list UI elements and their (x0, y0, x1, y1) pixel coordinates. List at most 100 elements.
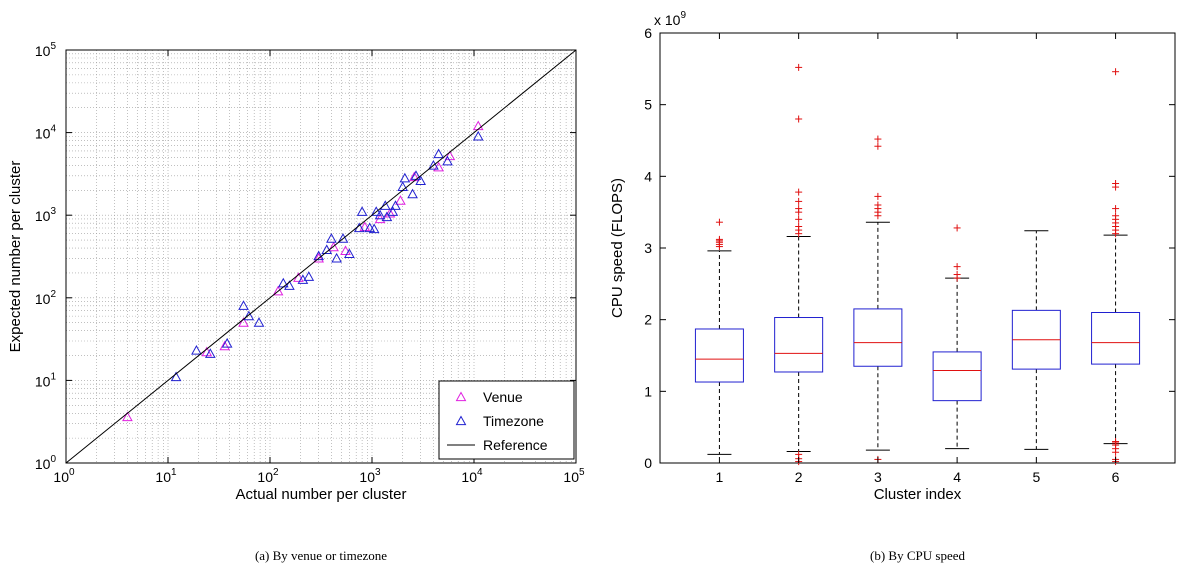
x-tick-label: 6 (1112, 469, 1120, 485)
x-tick-label-exp: 3 (375, 467, 381, 478)
y-tick-label: 3 (644, 240, 652, 256)
outlier (1112, 230, 1120, 238)
y-tick-label-exp: 3 (50, 206, 56, 217)
legend: Venue Timezone Reference (438, 380, 575, 460)
data-point (356, 206, 368, 216)
data-point (379, 200, 391, 210)
y-tick-label: 101 (35, 371, 57, 389)
iqr-box (932, 351, 982, 402)
legend-marker (455, 391, 467, 402)
y-tick-label-exp: 5 (50, 41, 56, 52)
box-5 (1011, 230, 1061, 450)
data-point (368, 223, 380, 234)
y-tick-label-exp: 2 (50, 289, 56, 300)
outlier (795, 208, 803, 216)
x-tick-label: 103 (359, 467, 381, 485)
x-tick-label-exp: 5 (579, 467, 585, 478)
y-tick-label-base: 10 (35, 126, 51, 142)
data-point (284, 280, 295, 290)
data-point (381, 211, 393, 222)
y-tick-label: 6 (644, 25, 652, 41)
y-tick-label-base: 10 (35, 456, 51, 472)
x-tick-label: 104 (461, 467, 483, 485)
outlier (953, 263, 961, 271)
y-tick-label: 100 (35, 454, 57, 472)
scatter-chart: 100 101 102 103 104 105100101102103104105Actu… (7, 41, 585, 563)
outlier (715, 218, 723, 226)
data-point (272, 285, 284, 296)
iqr-box (853, 308, 903, 367)
data-point (387, 206, 399, 216)
series-reference (65, 49, 577, 464)
y-tick-label: 104 (35, 124, 57, 142)
data-point (238, 300, 249, 310)
data-point (340, 245, 351, 255)
data-point (191, 344, 202, 355)
outlier (795, 115, 803, 123)
caption: (a) By venue or timezone (255, 548, 387, 563)
y-tick-label-exp: 1 (50, 371, 56, 382)
data-point (415, 175, 427, 186)
data-point (313, 250, 325, 261)
plot-area (65, 49, 577, 464)
y-tick-label: 105 (35, 41, 57, 59)
x-tick-label: 1 (716, 469, 724, 485)
x-tick-label-exp: 0 (69, 467, 75, 478)
data-point (472, 130, 484, 141)
x-axis-label: Cluster index (874, 486, 962, 503)
data-point (331, 252, 342, 263)
x-tick-label-base: 10 (257, 469, 273, 485)
x-tick-label-base: 10 (155, 469, 171, 485)
x-tick-label: 102 (257, 467, 279, 485)
y-multiplier: x 109 (654, 10, 686, 28)
outlier (874, 212, 882, 220)
outlier (1112, 183, 1120, 191)
data-point (253, 317, 265, 327)
data-point (433, 148, 444, 159)
outlier (874, 135, 882, 143)
grid-lines (66, 50, 576, 463)
data-point (444, 150, 456, 161)
x-tick-label-base: 10 (359, 469, 375, 485)
y-tick-label-exp: 4 (50, 124, 56, 135)
outlier (795, 188, 803, 196)
data-point (219, 340, 231, 351)
data-point (397, 181, 409, 192)
y-multiplier-base: x 10 (654, 12, 681, 28)
data-point (359, 221, 371, 232)
data-point (407, 188, 418, 199)
data-point (326, 233, 337, 243)
x-tick-label-base: 10 (53, 469, 69, 485)
box-4 (932, 224, 982, 450)
legend-label: Venue (483, 389, 523, 405)
iqr-box (774, 317, 824, 373)
data-point (243, 310, 255, 321)
box-1 (694, 218, 744, 455)
outlier (1112, 68, 1120, 76)
y-tick-label-base: 10 (35, 43, 51, 59)
y-tick-label-base: 10 (35, 373, 51, 389)
iqr-box (694, 328, 744, 383)
outlier (874, 142, 882, 150)
data-point (344, 248, 355, 258)
data-point (337, 233, 349, 243)
data-point (221, 337, 233, 348)
y-tick-label: 2 (644, 312, 652, 328)
y-tick-label-base: 10 (35, 291, 51, 307)
outlier (953, 274, 961, 282)
data-point (328, 241, 339, 252)
data-point (293, 272, 304, 282)
plot-area (659, 32, 1176, 464)
legend-marker (455, 415, 467, 426)
y-multiplier-exp: 9 (680, 10, 686, 21)
iqr-box (1091, 312, 1141, 365)
box-6 (1091, 68, 1141, 466)
data-point (472, 120, 484, 131)
x-tick-label: 5 (1032, 469, 1040, 485)
data-point (374, 209, 386, 220)
y-axis-label: CPU speed (FLOPS) (609, 178, 626, 318)
data-point (395, 195, 406, 205)
outlier (795, 230, 803, 238)
data-point (303, 271, 315, 281)
